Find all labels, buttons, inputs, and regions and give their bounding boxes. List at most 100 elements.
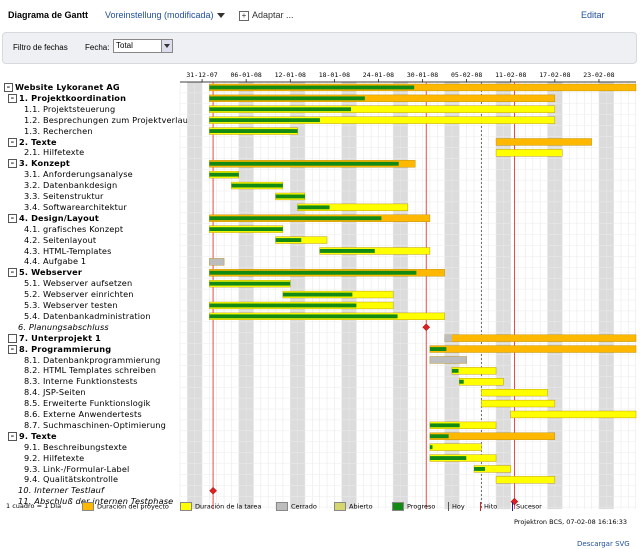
weekend-shade xyxy=(554,82,563,510)
weekend-shade xyxy=(194,82,203,510)
milestone-row[interactable]: 10. Interner Testlauf xyxy=(18,485,104,495)
legend-scale: 1 cuadro = 1 Día xyxy=(6,502,62,510)
phase-row[interactable]: 7. Unterprojekt 1 xyxy=(8,333,101,343)
collapse-toggle-icon[interactable] xyxy=(8,333,17,343)
task-label: 4.3. HTML-Templates xyxy=(24,245,112,256)
task-row[interactable]: 4.3. HTML-Templates xyxy=(24,246,112,256)
phase-row[interactable]: – Website Lykoranet AG xyxy=(4,82,120,92)
collapse-toggle-icon[interactable]: – xyxy=(8,344,17,354)
task-row[interactable]: 8.6. Externe Anwendertests xyxy=(24,409,142,419)
progress-bar xyxy=(209,107,352,112)
milestone-row[interactable]: 11. Abschluß der internen Testphase xyxy=(18,496,173,506)
task-row[interactable]: 3.3. Seitenstruktur xyxy=(24,191,104,201)
adapt-button[interactable]: + Adaptar ... xyxy=(239,10,294,21)
legend-item: Progreso xyxy=(392,502,435,511)
date-select[interactable]: Total xyxy=(113,39,173,53)
task-bar xyxy=(495,476,556,484)
collapse-toggle-icon[interactable]: – xyxy=(8,431,17,441)
weekend-shade xyxy=(444,82,452,510)
tick-label: 31-12-07 xyxy=(186,71,217,79)
collapse-toggle-icon[interactable]: – xyxy=(8,213,17,223)
task-row[interactable]: 8.7. Suchmaschinen-Optimierung xyxy=(24,420,166,430)
task-label: 8.2. HTML Templates schreiben xyxy=(24,365,157,376)
task-row[interactable]: 4.4. Aufgabe 1 xyxy=(24,256,86,266)
task-row[interactable]: 9.1. Beschreibungstexte xyxy=(24,442,127,452)
task-row[interactable]: 1.2. Besprechungen zum Projektverlauf xyxy=(24,115,191,125)
collapse-toggle-icon[interactable]: – xyxy=(8,268,17,278)
task-row[interactable]: 5.3. Webserver testen xyxy=(24,300,118,310)
task-row[interactable]: 8.2. HTML Templates schreiben xyxy=(24,365,156,375)
task-label: 8.4. JSP-Seiten xyxy=(24,387,86,398)
collapse-toggle-icon[interactable]: – xyxy=(8,137,17,147)
legend-item: Abierto xyxy=(334,502,373,511)
download-svg-link[interactable]: Descargar SVG xyxy=(577,540,630,548)
progress-bar xyxy=(297,205,330,210)
task-row[interactable]: 9.4. Qualitätskontrolle xyxy=(24,474,118,484)
legend-item: Duración del proyecto xyxy=(82,502,169,511)
task-label: 3.1. Anforderungsanalyse xyxy=(24,169,133,180)
task-label: 7. Unterprojekt 1 xyxy=(19,332,101,343)
collapse-toggle-icon[interactable]: – xyxy=(8,93,17,103)
legend-swatch xyxy=(334,502,346,511)
task-row[interactable]: 8.3. Interne Funktionstests xyxy=(24,376,138,386)
task-row[interactable]: 2.1. Hilfetexte xyxy=(24,147,84,157)
task-label: 5.2. Webserver einrichten xyxy=(24,289,134,300)
collapse-toggle-icon[interactable]: – xyxy=(8,159,17,169)
phase-row[interactable]: –8. Programmierung xyxy=(8,344,111,354)
task-row[interactable]: 5.1. Webserver aufsetzen xyxy=(24,278,132,288)
legend-swatch xyxy=(480,502,481,511)
task-label: 3.4. Softwarearchitektur xyxy=(24,201,127,212)
tick-label: 06-01-08 xyxy=(230,71,261,79)
task-bar xyxy=(481,399,556,408)
task-row[interactable]: 3.1. Anforderungsanalyse xyxy=(24,169,133,179)
weekend-shade xyxy=(547,82,555,510)
task-bar xyxy=(429,443,482,451)
task-bar xyxy=(297,203,409,211)
phase-row[interactable]: –4. Design/Layout xyxy=(8,213,99,223)
task-bar xyxy=(209,225,284,233)
task-label: 5.4. Datenbankadministration xyxy=(24,310,151,321)
task-label: 8.3. Interne Funktionstests xyxy=(24,376,138,387)
task-bar xyxy=(209,127,298,135)
progress-bar xyxy=(209,129,298,133)
timestamp: Projektron BCS, 07-02-08 16:16:33 xyxy=(514,518,628,526)
phase-row[interactable]: –1. Projektkoordination xyxy=(8,93,126,103)
task-bar xyxy=(459,378,504,386)
task-row[interactable]: 9.3. Link-/Formular-Label xyxy=(24,464,129,474)
weekend-shade xyxy=(349,82,357,510)
tick-label: 30-01-08 xyxy=(407,71,438,79)
task-bar xyxy=(209,269,445,277)
task-row[interactable]: 5.4. Datenbankadministration xyxy=(24,311,151,321)
task-row[interactable]: 3.4. Softwarearchitektur xyxy=(24,202,127,212)
tick-label: 23-02-08 xyxy=(583,71,614,79)
phase-row[interactable]: –9. Texte xyxy=(8,431,57,441)
task-bar xyxy=(275,236,328,244)
progress-bar xyxy=(209,227,283,232)
task-row[interactable]: 8.4. JSP-Seiten xyxy=(24,387,86,397)
task-label: 4. Design/Layout xyxy=(19,212,99,223)
task-label: 5. Webserver xyxy=(19,267,83,278)
phase-row[interactable]: –3. Konzept xyxy=(8,158,70,169)
task-row[interactable]: 3.2. Datenbankdesign xyxy=(24,180,117,190)
filter-label: Filtro de fechas xyxy=(13,43,68,52)
task-row[interactable]: 9.2. Hilfetexte xyxy=(24,453,84,463)
edit-link[interactable]: Editar xyxy=(581,10,605,20)
task-row[interactable]: 4.1. grafisches Konzept xyxy=(24,224,123,234)
weekend-shade xyxy=(598,82,607,510)
legend-swatch xyxy=(180,502,192,511)
task-row[interactable]: 8.1. Datenbankprogrammierung xyxy=(24,355,161,365)
phase-row[interactable]: –5. Webserver xyxy=(8,267,83,278)
legend-label: Duración de la tarea xyxy=(195,502,262,511)
phase-row[interactable]: –2. Texte xyxy=(8,137,57,147)
task-bar xyxy=(429,454,497,462)
task-row[interactable]: 8.5. Erweiterte Funktionslogik xyxy=(24,398,151,408)
plus-icon: + xyxy=(239,11,249,21)
task-row[interactable]: 1.1. Projektsteuerung xyxy=(24,104,115,114)
task-row[interactable]: 1.3. Recherchen xyxy=(24,126,93,136)
milestone-row[interactable]: 6. Planungsabschluss xyxy=(18,322,109,332)
preset-dropdown[interactable]: Voreinstellung (modificada) xyxy=(105,10,225,20)
task-row[interactable]: 4.2. Seitenlayout xyxy=(24,235,96,245)
collapse-toggle-icon[interactable]: – xyxy=(4,83,13,92)
task-row[interactable]: 5.2. Webserver einrichten xyxy=(24,289,134,299)
task-label: 10. Interner Testlauf xyxy=(18,485,105,496)
